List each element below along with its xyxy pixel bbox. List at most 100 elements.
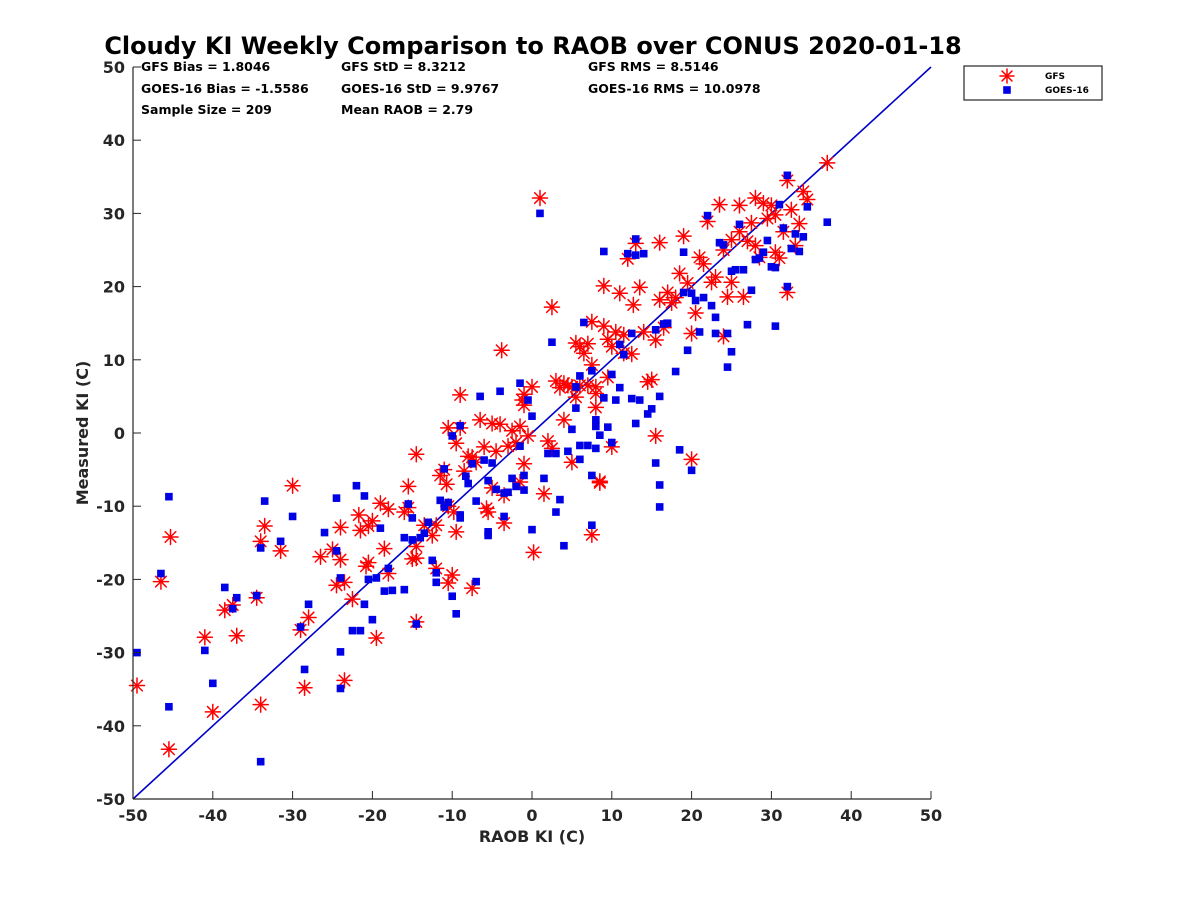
gfs-point [447,523,465,541]
goes-point [348,626,357,635]
gfs-point [475,438,493,456]
gfs-point [651,291,668,309]
gfs-point [256,517,273,535]
gfs-point [479,503,497,521]
goes-point [424,518,433,527]
goes-point [592,416,600,424]
gfs-point [731,197,748,214]
goes-point [671,367,680,376]
goes-point [356,626,365,635]
gfs-point [707,268,724,286]
goes-point [416,533,425,542]
goes-point [707,301,716,310]
gfs-point [635,323,652,341]
goes-point [552,508,560,516]
goes-point [627,394,636,403]
goes-point [576,372,584,380]
goes-point [699,293,708,302]
goes-point [376,524,385,532]
gfs-point [471,411,489,429]
goes-point [743,320,752,329]
gfs-point [795,183,812,200]
goes-point [372,574,381,582]
goes-point [165,492,173,501]
goes-point [496,387,504,396]
gfs-point [535,485,553,503]
goes-point [783,282,792,291]
goes-point [461,472,470,480]
gfs-point [503,422,521,440]
gfs-point [595,317,613,335]
x-tick-label: 40 [840,806,862,825]
stat-gfs-bias: GFS Bias = 1.8046 [141,59,271,74]
gfs-point [204,703,222,721]
legend-gfs-asterisk-icon [999,68,1015,84]
y-axis-label: Measured KI (C) [73,361,92,506]
goes-point [588,366,596,375]
goes-point [400,533,409,542]
goes-point [615,383,624,392]
goes-point [332,494,341,502]
goes-point [679,248,688,256]
gfs-point [523,378,541,396]
stats-text-block: GFS Bias = 1.8046 GFS StD = 8.3212 GFS R… [141,59,761,117]
goes-point [556,495,564,504]
gfs-point [543,298,561,316]
gfs-point [296,679,313,696]
goes-point [428,556,437,565]
y-tick-label: 30 [103,204,125,223]
gfs-point [671,265,688,282]
gfs-point [332,551,349,568]
gfs-point [332,519,349,536]
gfs-point [372,495,389,512]
gfs-point [531,189,549,207]
goes-point [596,431,604,439]
goes-point [691,296,700,305]
goes-point [655,503,664,511]
x-tick-label: -10 [438,806,467,825]
goes-point [228,604,237,613]
gfs-point [747,237,764,254]
goes-point [631,419,640,428]
gfs-point [579,335,597,352]
x-tick-label: 0 [526,806,537,825]
goes-point [408,514,417,522]
gfs-point [611,284,629,302]
x-tick-label: -50 [119,806,148,825]
goes-point [767,263,776,271]
goes-point [683,346,692,355]
goes-point [408,536,417,544]
gfs-point [631,279,648,296]
stat-goes-bias: GOES-16 Bias = -1.5586 [141,81,309,96]
stat-goes-rms: GOES-16 RMS = 10.0978 [588,81,761,96]
goes-point [687,466,696,475]
goes-point [488,459,496,467]
gfs-point [647,331,664,349]
goes-point [540,474,548,483]
goes-point [735,220,744,229]
goes-point [588,521,596,530]
goes-point [795,247,804,256]
goes-point [528,412,536,420]
legend: GFS GOES-16 [963,65,1103,101]
goes-point [512,482,520,491]
goes-point [448,432,456,440]
goes-point [472,497,480,505]
gfs-point [352,522,369,539]
goes-point [464,479,472,488]
gfs-point [228,627,245,645]
legend-goes-square-icon [1003,86,1011,94]
goes-point [771,263,780,272]
goes-point [655,481,664,489]
goes-point [600,247,608,256]
goes-point [252,591,261,600]
gfs-point [587,385,605,402]
gfs-point [771,249,788,267]
gfs-point [567,388,585,406]
stat-mean-raob: Mean RAOB = 2.79 [341,102,473,117]
goes-point [711,313,720,322]
gfs-point [783,201,800,218]
gfs-point [439,574,457,592]
gfs-point [451,386,469,404]
goes-point [256,757,265,766]
